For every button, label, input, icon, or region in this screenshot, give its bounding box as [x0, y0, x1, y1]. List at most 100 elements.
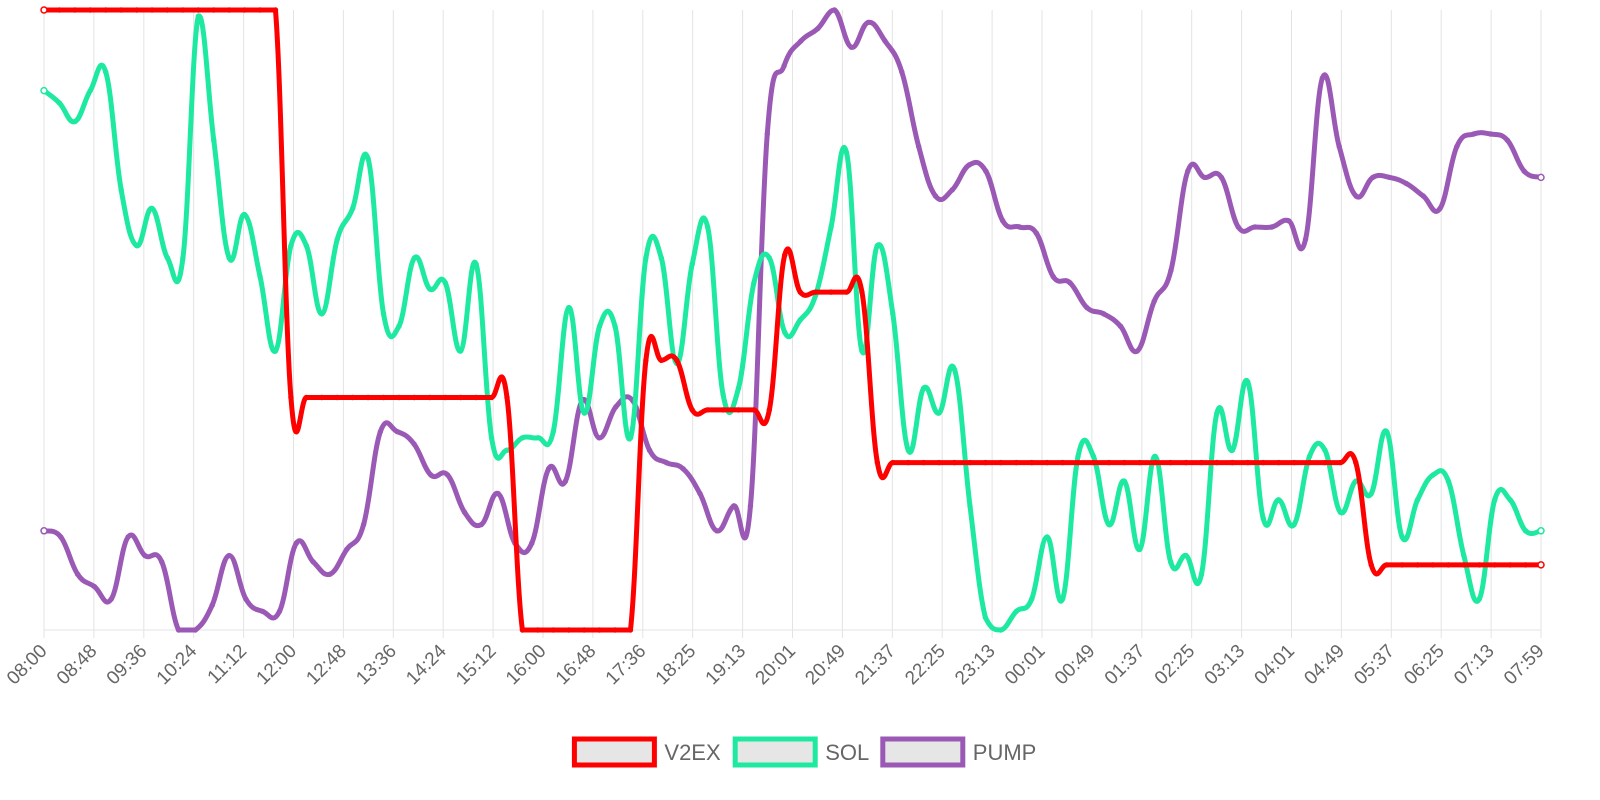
- data-point[interactable]: [1260, 459, 1266, 466]
- legend[interactable]: V2EX SOL PUMP: [571, 736, 1036, 768]
- data-point[interactable]: [920, 459, 927, 466]
- data-point[interactable]: [751, 407, 757, 413]
- data-point[interactable]: [327, 571, 333, 577]
- data-point[interactable]: [334, 394, 340, 401]
- data-point[interactable]: [1185, 168, 1191, 174]
- data-point[interactable]: [1152, 453, 1158, 460]
- data-point[interactable]: [365, 156, 371, 162]
- data-point[interactable]: [828, 224, 834, 230]
- data-point[interactable]: [293, 540, 300, 546]
- data-point[interactable]: [1029, 596, 1035, 602]
- data-point[interactable]: [966, 162, 972, 168]
- data-point[interactable]: [380, 311, 387, 317]
- data-point[interactable]: [334, 236, 340, 243]
- data-point[interactable]: [1537, 173, 1545, 182]
- data-point[interactable]: [704, 224, 711, 230]
- data-point[interactable]: [457, 348, 464, 354]
- data-point[interactable]: [1322, 459, 1328, 466]
- data-point[interactable]: [1507, 497, 1513, 503]
- data-point[interactable]: [581, 410, 587, 416]
- data-point[interactable]: [133, 7, 140, 13]
- data-point[interactable]: [1368, 562, 1374, 568]
- data-point[interactable]: [998, 459, 1004, 466]
- data-point[interactable]: [1504, 137, 1511, 143]
- data-point[interactable]: [1368, 490, 1374, 497]
- data-point[interactable]: [1151, 298, 1157, 305]
- data-point[interactable]: [797, 289, 803, 295]
- data-point[interactable]: [797, 317, 803, 323]
- data-point[interactable]: [596, 627, 603, 633]
- data-point[interactable]: [658, 255, 665, 261]
- data-point[interactable]: [1075, 459, 1081, 466]
- data-point[interactable]: [859, 289, 865, 295]
- data-point[interactable]: [226, 7, 232, 13]
- data-point[interactable]: [1430, 472, 1436, 478]
- data-point[interactable]: [720, 391, 726, 398]
- data-point[interactable]: [1152, 459, 1158, 466]
- data-point[interactable]: [982, 459, 989, 466]
- data-point[interactable]: [504, 394, 510, 401]
- data-point[interactable]: [951, 459, 958, 466]
- data-point[interactable]: [428, 472, 434, 478]
- data-point[interactable]: [1370, 174, 1376, 181]
- data-point[interactable]: [1521, 168, 1527, 174]
- data-point[interactable]: [1306, 459, 1313, 466]
- data-point[interactable]: [815, 25, 821, 32]
- data-point[interactable]: [1471, 131, 1477, 137]
- data-point[interactable]: [259, 608, 266, 615]
- data-point[interactable]: [1476, 596, 1482, 602]
- data-point[interactable]: [967, 503, 973, 509]
- data-point[interactable]: [125, 534, 131, 540]
- data-point[interactable]: [1337, 459, 1344, 466]
- data-point[interactable]: [1322, 447, 1328, 453]
- data-point[interactable]: [87, 7, 93, 13]
- data-point[interactable]: [612, 323, 618, 329]
- data-point[interactable]: [1121, 478, 1128, 484]
- data-point[interactable]: [1235, 224, 1241, 230]
- data-point[interactable]: [1507, 562, 1513, 568]
- data-point[interactable]: [457, 394, 464, 401]
- data-point[interactable]: [1403, 180, 1410, 187]
- data-point[interactable]: [1134, 348, 1141, 354]
- data-point[interactable]: [40, 527, 48, 535]
- data-point[interactable]: [936, 410, 942, 416]
- data-point[interactable]: [427, 394, 433, 401]
- data-point[interactable]: [241, 211, 248, 218]
- data-point[interactable]: [461, 509, 468, 515]
- data-point[interactable]: [1000, 218, 1006, 224]
- data-point[interactable]: [411, 394, 418, 401]
- data-point[interactable]: [74, 571, 81, 577]
- data-point[interactable]: [1167, 559, 1174, 565]
- data-point[interactable]: [714, 528, 720, 534]
- data-point[interactable]: [195, 13, 202, 19]
- data-point[interactable]: [899, 69, 905, 75]
- data-point[interactable]: [1168, 267, 1174, 274]
- data-point[interactable]: [751, 280, 757, 286]
- data-point[interactable]: [658, 357, 665, 363]
- data-point[interactable]: [627, 627, 634, 633]
- data-point[interactable]: [159, 559, 165, 565]
- data-point[interactable]: [982, 614, 989, 621]
- data-point[interactable]: [444, 472, 451, 478]
- data-point[interactable]: [87, 87, 93, 94]
- data-point[interactable]: [396, 323, 402, 329]
- data-point[interactable]: [473, 261, 479, 267]
- data-point[interactable]: [427, 286, 433, 292]
- data-point[interactable]: [831, 7, 838, 13]
- data-point[interactable]: [488, 394, 495, 401]
- data-point[interactable]: [550, 428, 556, 435]
- data-point[interactable]: [1198, 459, 1205, 466]
- data-point[interactable]: [1201, 174, 1208, 181]
- data-point[interactable]: [890, 311, 896, 317]
- data-point[interactable]: [735, 407, 742, 413]
- data-point[interactable]: [211, 137, 217, 143]
- data-point[interactable]: [1414, 562, 1421, 568]
- data-point[interactable]: [180, 7, 186, 13]
- data-point[interactable]: [932, 193, 939, 199]
- data-point[interactable]: [1430, 562, 1436, 568]
- data-point[interactable]: [1033, 230, 1040, 236]
- data-point[interactable]: [226, 552, 232, 559]
- data-point[interactable]: [983, 168, 989, 174]
- data-point[interactable]: [473, 394, 479, 401]
- data-point[interactable]: [411, 255, 418, 261]
